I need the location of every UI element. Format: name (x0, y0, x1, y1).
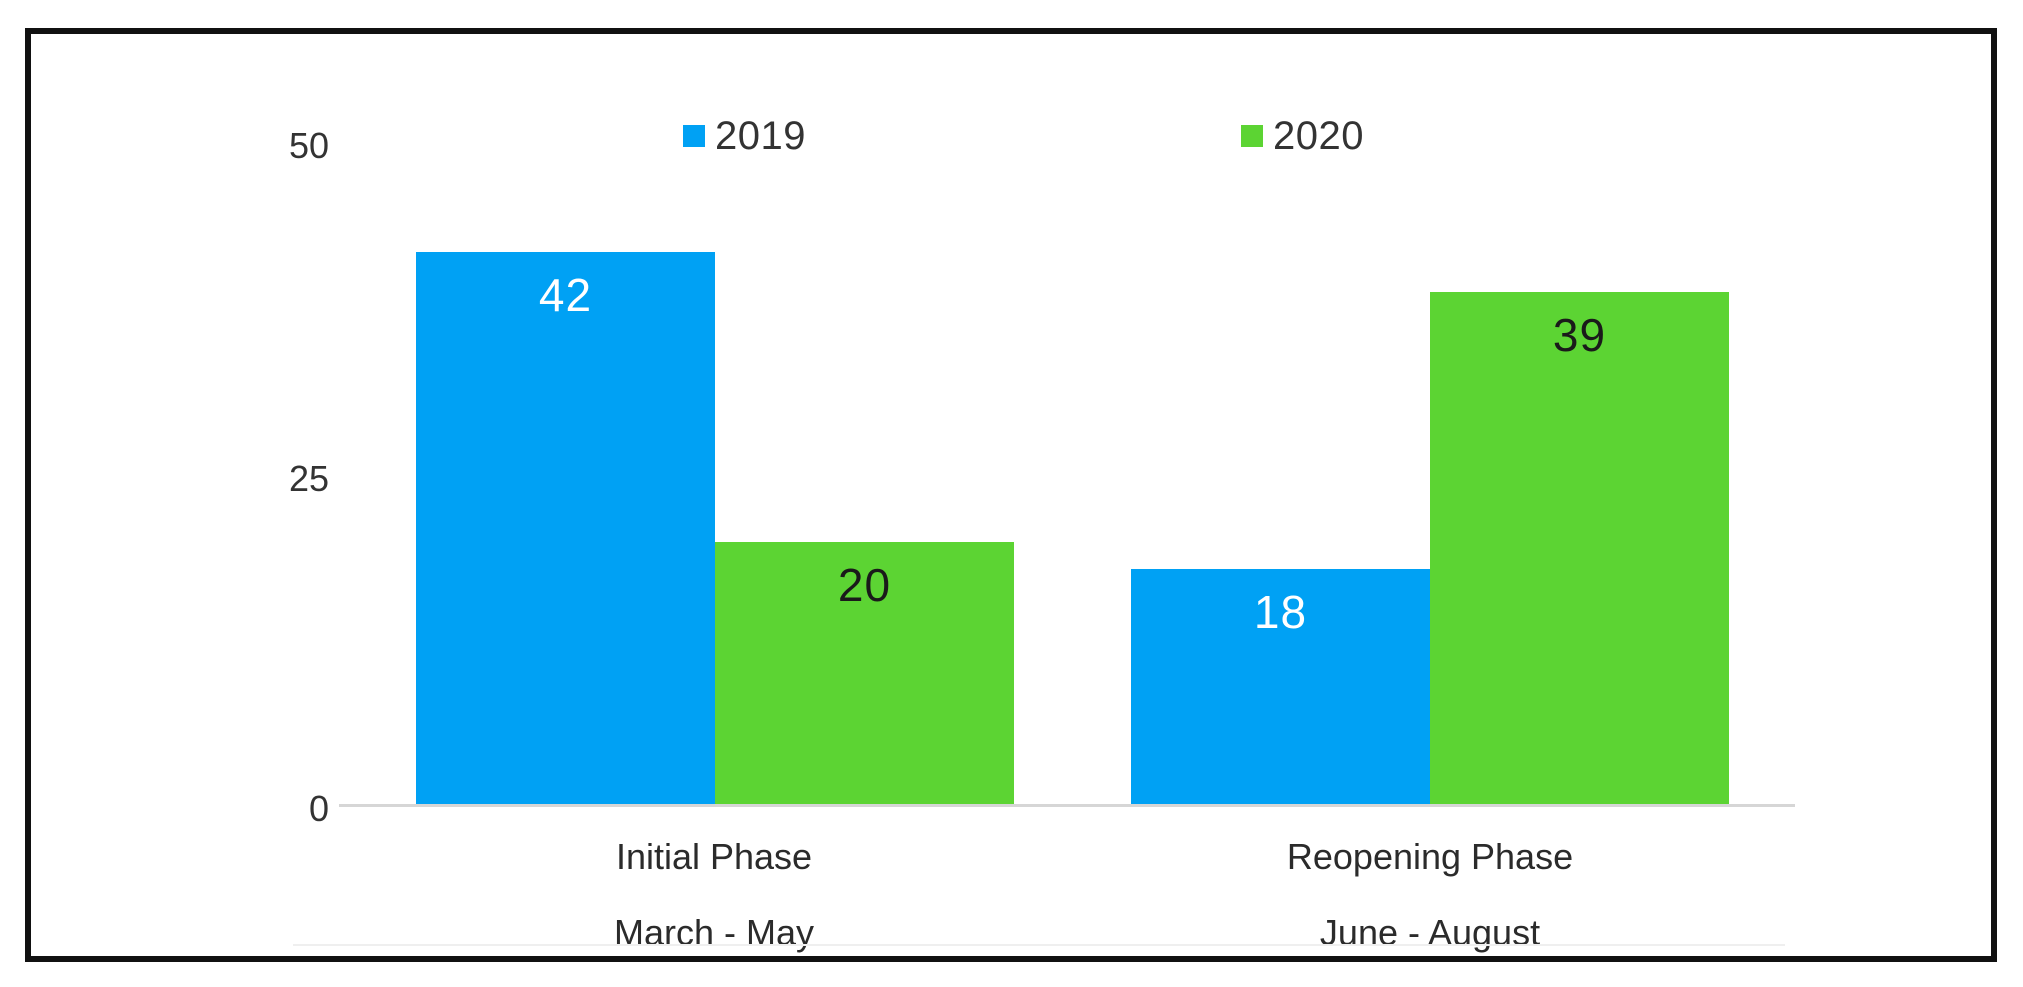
x-axis-category: Reopening Phase June - August (1130, 837, 1730, 953)
legend-entry-series-1: 2019 (683, 114, 806, 158)
category-sublabel: June - August (1319, 912, 1541, 953)
bar-2019-category-1: 42 (416, 252, 715, 806)
chart-frame: 2019 2020 50 25 0 42 18 20 39 Initial Phase… (25, 28, 1997, 962)
legend-label: 2019 (715, 113, 806, 158)
legend-swatch-icon (1241, 125, 1263, 147)
category-label: Reopening Phase (1286, 836, 1574, 877)
bottom-separator-line (293, 944, 1785, 946)
y-axis-tick-label: 0 (308, 788, 329, 829)
category-label: Initial Phase (615, 836, 813, 877)
bar-value-label: 20 (837, 559, 892, 611)
bar-2019-category-2: 18 (1131, 569, 1430, 806)
bar-2020-category-1: 20 (715, 542, 1014, 806)
bar-value-label: 18 (1253, 586, 1308, 638)
legend-entry-series-2: 2020 (1241, 114, 1364, 158)
x-axis-category: Initial Phase March - May (414, 837, 1014, 953)
category-sublabel: March - May (613, 912, 815, 953)
bar-value-label: 42 (538, 269, 593, 321)
bar-value-label: 39 (1552, 309, 1607, 361)
plot-area: 42 18 20 39 (31, 34, 2023, 987)
bar-2020-category-2: 39 (1430, 292, 1729, 806)
y-axis-tick-label: 50 (288, 125, 329, 166)
x-axis-line (339, 804, 1795, 807)
legend-label: 2020 (1273, 113, 1364, 158)
y-axis-tick-label: 25 (288, 458, 329, 499)
legend-swatch-icon (683, 125, 705, 147)
